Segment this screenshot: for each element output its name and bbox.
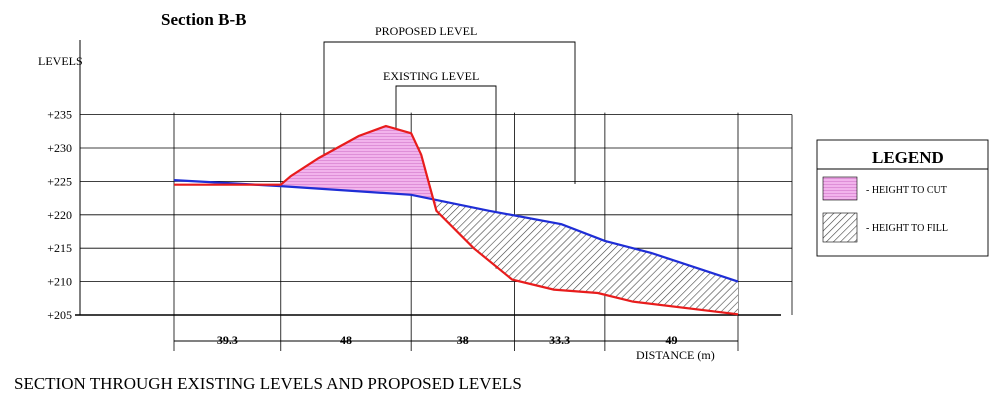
y-tick-label: +230 <box>47 141 72 155</box>
legend-cut-swatch <box>822 176 858 201</box>
distance-label: 48 <box>340 333 352 347</box>
legend-fill-label: - HEIGHT TO FILL <box>866 223 948 234</box>
y-axis-label: LEVELS <box>38 54 83 68</box>
y-tick-label: +220 <box>47 208 72 222</box>
proposed-level-label: PROPOSED LEVEL <box>375 24 477 38</box>
existing-level-line <box>174 124 739 316</box>
distance-label: 38 <box>457 333 469 347</box>
y-tick-label: +225 <box>47 174 72 188</box>
y-tick-label: +210 <box>47 275 72 289</box>
proposed-level-callout: PROPOSED LEVEL <box>323 24 576 185</box>
y-tick-labels: +235 +230 +225 +220 +215 +210 +205 <box>47 108 72 322</box>
legend-cut-label: - HEIGHT TO CUT <box>866 185 947 196</box>
distance-label: 33.3 <box>549 333 570 347</box>
existing-level-label: EXISTING LEVEL <box>383 69 479 83</box>
distance-label: 39.3 <box>217 333 238 347</box>
legend: LEGEND - HEIGHT TO CUT - HEIGHT TO FILL <box>816 139 989 257</box>
cut-fill-areas <box>280 126 738 315</box>
y-tick-label: +215 <box>47 241 72 255</box>
y-tick-label: +235 <box>47 108 72 122</box>
distance-labels: 39.3 48 38 33.3 49 <box>217 333 678 347</box>
proposed-level-line <box>173 179 739 283</box>
diagram-title: Section B-B <box>161 10 246 29</box>
legend-fill-swatch <box>822 212 858 243</box>
fill-area <box>436 200 738 315</box>
level-lines <box>173 124 739 316</box>
distance-label: 49 <box>665 333 677 347</box>
caption: SECTION THROUGH EXISTING LEVELS AND PROP… <box>14 374 522 393</box>
cut-area <box>280 126 437 211</box>
legend-title: LEGEND <box>872 148 944 167</box>
x-axis-label: DISTANCE (m) <box>636 348 715 362</box>
y-tick-label: +205 <box>47 308 72 322</box>
